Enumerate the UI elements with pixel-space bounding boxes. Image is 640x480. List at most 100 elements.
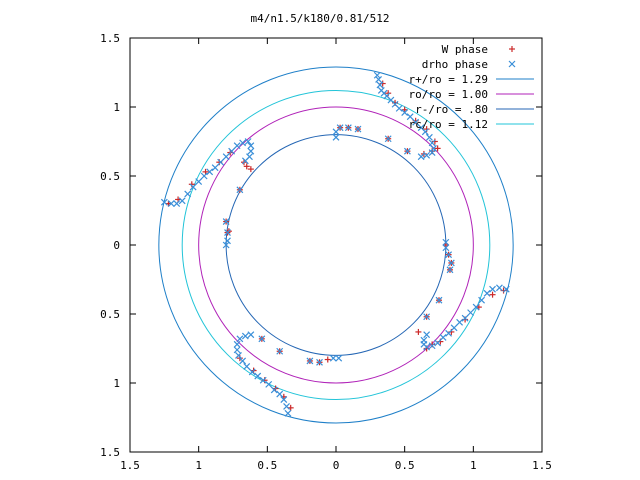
y-tick-label: 0.5 bbox=[100, 308, 120, 321]
legend-label: rc/ro = 1.12 bbox=[409, 118, 488, 131]
y-tick-label: 0 bbox=[113, 239, 120, 252]
drho-phase-point bbox=[435, 296, 443, 304]
drho-phase-point bbox=[376, 81, 384, 89]
drho-phase-point bbox=[254, 372, 262, 380]
drho-phase-point bbox=[184, 190, 192, 198]
legend-label: W phase bbox=[442, 43, 488, 56]
drho-phase-point bbox=[395, 104, 403, 112]
drho-phase-point bbox=[439, 334, 447, 341]
drho-phase-point bbox=[483, 289, 491, 297]
drho-phase-point bbox=[222, 218, 230, 225]
w-phase-point bbox=[243, 163, 250, 170]
drho-phase-point bbox=[417, 153, 425, 161]
drho-phase-point bbox=[189, 183, 197, 191]
drho-phase-point bbox=[316, 358, 323, 366]
drho-phase-point bbox=[489, 285, 496, 293]
drho-phase-point bbox=[236, 186, 244, 194]
drho-phase-point bbox=[206, 168, 214, 176]
drho-phase-point bbox=[239, 139, 247, 147]
drho-phase-point bbox=[373, 71, 381, 79]
legend-label: r-/ro = .80 bbox=[415, 103, 488, 116]
drho-phase-point bbox=[265, 380, 273, 388]
drho-phase-point bbox=[239, 357, 247, 365]
w-phase-point bbox=[324, 356, 331, 363]
drho-phase-point bbox=[467, 309, 475, 317]
legend-swatch bbox=[508, 60, 516, 68]
legend-label: drho phase bbox=[422, 58, 488, 71]
legend-label: ro/ro = 1.00 bbox=[409, 88, 488, 101]
reference-circle bbox=[181, 89, 491, 401]
drho-phase-point bbox=[233, 142, 241, 150]
drho-phase-point bbox=[445, 251, 453, 259]
y-tick-label: 0.5 bbox=[100, 170, 120, 183]
x-tick-label: 1.5 bbox=[120, 459, 140, 472]
drho-phase-point bbox=[428, 149, 436, 156]
drho-phase-point bbox=[247, 147, 255, 155]
drho-phase-point bbox=[283, 403, 290, 410]
drho-phase-point bbox=[241, 332, 249, 340]
x-tick-label: 0.5 bbox=[257, 459, 277, 472]
drho-phase-point bbox=[173, 200, 181, 208]
drho-phase-point bbox=[178, 197, 186, 205]
drho-phase-point bbox=[420, 336, 428, 344]
drho-phase-point bbox=[428, 139, 436, 147]
drho-phase-point bbox=[472, 303, 480, 311]
drho-phase-point bbox=[228, 147, 236, 155]
drho-phase-point bbox=[247, 331, 255, 339]
drho-phase-point bbox=[241, 157, 249, 165]
drho-phase-point bbox=[412, 118, 420, 126]
x-tick-label: 1 bbox=[195, 459, 202, 472]
w-phase-point bbox=[415, 328, 422, 335]
drho-phase-point bbox=[247, 142, 255, 150]
drho-phase-point bbox=[384, 135, 392, 143]
w-phase-point bbox=[247, 166, 254, 173]
drho-phase-point bbox=[276, 390, 284, 398]
drho-phase-point bbox=[401, 109, 409, 116]
x-tick-label: 1 bbox=[470, 459, 477, 472]
drho-phase-point bbox=[442, 238, 450, 246]
x-tick-label: 0 bbox=[333, 459, 340, 472]
drho-phase-point bbox=[222, 153, 230, 161]
drho-phase-point bbox=[430, 144, 437, 152]
drho-phase-point bbox=[423, 331, 431, 339]
drho-phase-point bbox=[456, 318, 464, 326]
drho-phase-point bbox=[224, 229, 231, 237]
drho-phase-point bbox=[434, 339, 442, 347]
drho-phase-point bbox=[461, 314, 469, 322]
drho-phase-point bbox=[270, 386, 278, 394]
axis-ticks: 1.5 1 0.5 0 0.5 1 1.51.510.500.511.5 bbox=[100, 32, 552, 472]
reference-circle bbox=[158, 66, 514, 424]
drho-phase-point bbox=[423, 151, 431, 159]
drho-phase-point bbox=[259, 376, 267, 384]
drho-phase-point bbox=[235, 351, 242, 359]
w-phase-point bbox=[489, 291, 496, 298]
drho-phase-point bbox=[442, 244, 450, 252]
drho-phase-point bbox=[217, 158, 225, 166]
drho-phase-point bbox=[478, 296, 485, 304]
drho-phase-point bbox=[233, 340, 241, 348]
drho-phase-point bbox=[502, 285, 510, 293]
x-tick-label: 0.5 bbox=[395, 459, 415, 472]
drho-phase-point bbox=[445, 329, 453, 337]
drho-phase-point bbox=[450, 324, 458, 332]
drho-phase-point bbox=[233, 346, 241, 354]
drho-phase-point bbox=[160, 198, 168, 206]
legend-swatch bbox=[509, 46, 515, 52]
drho-phase-point bbox=[195, 178, 203, 185]
drho-phase-point bbox=[224, 237, 231, 245]
drho-phase-point bbox=[276, 347, 284, 355]
drho-phase-point bbox=[243, 363, 251, 370]
chart-title: m4/n1.5/k180/0.81/512 bbox=[250, 12, 389, 25]
drho-phase-point bbox=[428, 342, 436, 350]
drho-phase-point bbox=[447, 259, 455, 267]
drho-phase-point bbox=[421, 128, 429, 136]
reference-circle bbox=[225, 134, 447, 356]
y-tick-label: 1.5 bbox=[100, 32, 120, 45]
drho-phase-point bbox=[354, 125, 362, 133]
drho-phase-point bbox=[406, 113, 414, 121]
drho-phase-point bbox=[496, 284, 503, 292]
drho-phase-point bbox=[258, 335, 266, 343]
drho-phase-point bbox=[306, 357, 314, 365]
y-tick-label: 1.5 bbox=[100, 446, 120, 459]
drho-phase-point bbox=[200, 172, 208, 180]
